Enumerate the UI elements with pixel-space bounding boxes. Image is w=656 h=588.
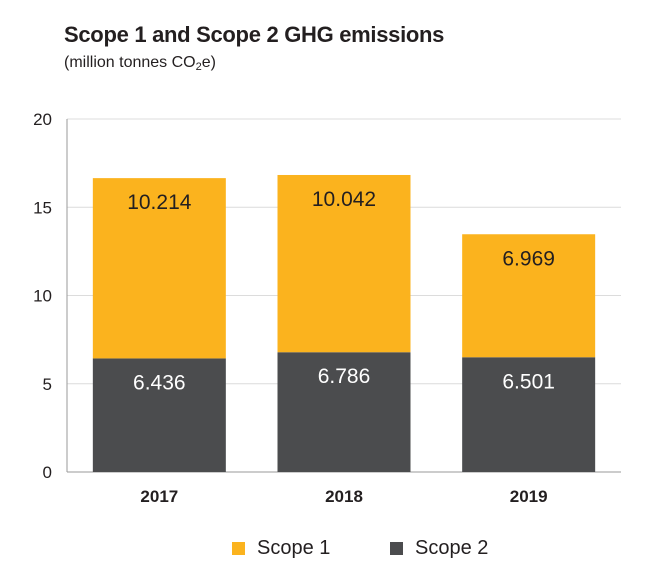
bar-scope-2-2018 [277, 352, 411, 472]
data-label-scope-2-2018: 6.786 [318, 365, 371, 388]
data-label-scope-1-2017: 10.214 [127, 191, 192, 214]
y-tick-label: 15 [33, 198, 52, 217]
bar-scope-1-2019 [462, 234, 596, 358]
data-label-scope-2-2019: 6.501 [502, 370, 555, 393]
data-label-scope-1-2018: 10.042 [312, 188, 376, 211]
y-tick-label: 5 [43, 375, 52, 394]
y-tick-label: 10 [33, 287, 52, 306]
x-tick-label: 2018 [325, 487, 363, 506]
chart-legend: Scope 1 Scope 2 [0, 537, 656, 565]
legend-label-scope-1: Scope 1 [257, 537, 331, 559]
legend-label-scope-2: Scope 2 [415, 537, 489, 559]
bar-scope-2-2017 [92, 358, 226, 472]
y-tick-label: 20 [33, 110, 52, 129]
legend-swatch-scope-2 [390, 542, 403, 555]
x-tick-label: 2019 [510, 487, 548, 506]
chart-title: Scope 1 and Scope 2 GHG emissions [64, 22, 445, 47]
bar-scope-2-2019 [462, 357, 596, 472]
y-tick-label: 0 [43, 463, 52, 482]
data-label-scope-2-2017: 6.436 [133, 371, 186, 394]
x-tick-label: 2017 [140, 487, 178, 506]
data-label-scope-1-2019: 6.969 [502, 247, 555, 270]
subtitle-subscript: 2 [195, 61, 202, 73]
subtitle-prefix: (million tonnes CO [64, 54, 196, 71]
legend-swatch-scope-1 [232, 542, 245, 555]
chart-subtitle: (million tonnes CO2e) [64, 54, 216, 73]
bar-scope-1-2018 [277, 174, 411, 353]
bar-scope-1-2017 [92, 178, 226, 359]
legend-item-scope-2: Scope 2 [390, 537, 488, 560]
legend-item-scope-1: Scope 1 [232, 537, 330, 560]
subtitle-suffix: e) [201, 54, 216, 71]
